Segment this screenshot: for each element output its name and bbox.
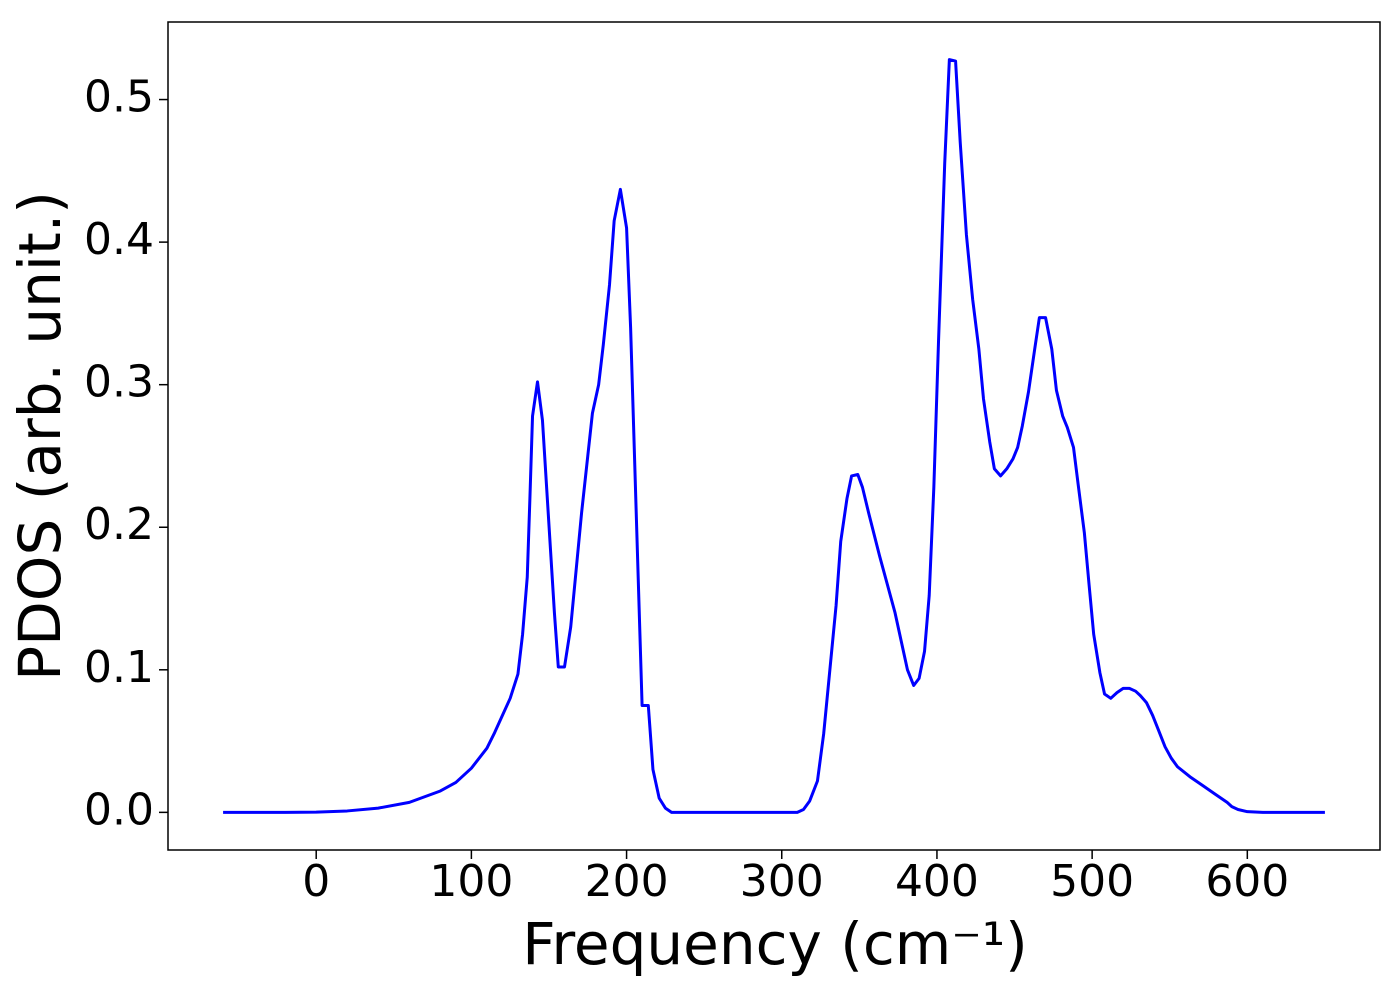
x-tick-label: 600 — [1205, 856, 1289, 907]
x-tick-label: 500 — [1050, 856, 1134, 907]
x-tick-label: 300 — [740, 856, 824, 907]
y-tick-label: 0.2 — [84, 499, 154, 550]
y-tick-label: 0.4 — [84, 214, 154, 265]
plot-frame — [167, 21, 1381, 851]
y-tick-label: 0.3 — [84, 357, 154, 408]
y-tick-label: 0.1 — [84, 642, 154, 693]
x-tick-label: 400 — [895, 856, 979, 907]
data-line — [223, 58, 1325, 814]
x-tick-label: 100 — [429, 856, 513, 907]
y-tick-label: 0.5 — [84, 72, 154, 123]
x-tick-label: 0 — [302, 856, 330, 907]
y-tick-label: 0.0 — [84, 784, 154, 835]
x-axis-label: Frequency (cm⁻¹) — [522, 910, 1028, 978]
y-axis-label: PDOS (arb. unit.) — [6, 191, 74, 681]
x-tick-label: 200 — [585, 856, 669, 907]
